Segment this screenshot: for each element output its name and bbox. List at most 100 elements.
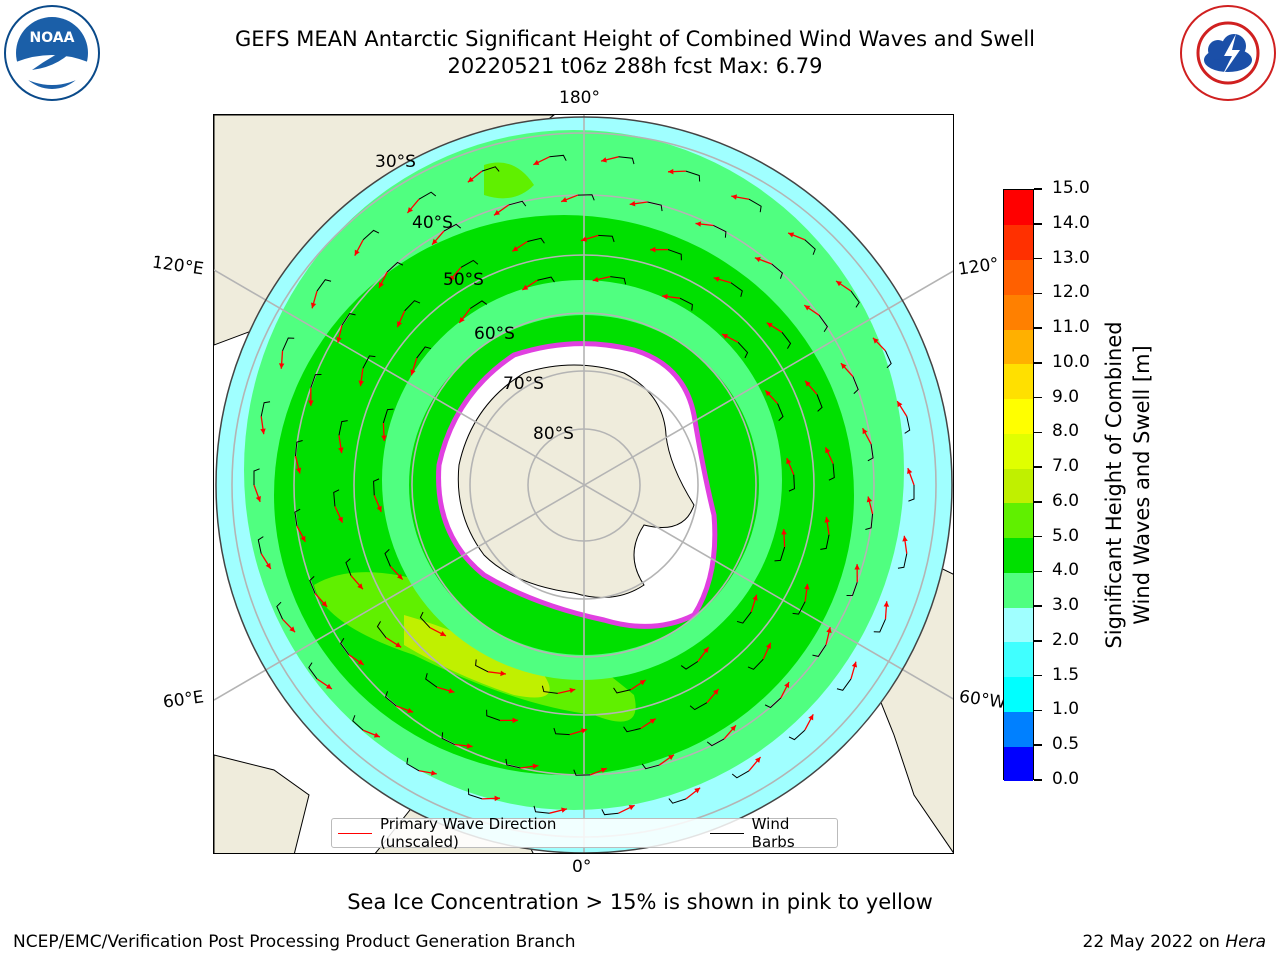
wind-barb — [641, 763, 660, 770]
wind-barb — [282, 337, 295, 351]
wave-arrow-head — [907, 468, 913, 475]
wind-barb — [865, 513, 874, 530]
wind-barb — [425, 673, 438, 688]
wave-arrow-head — [649, 718, 656, 724]
wave-direction-arrows — [253, 154, 915, 816]
wave-arrow-head — [840, 363, 847, 369]
wave-arrow-head — [581, 236, 587, 242]
colorbar-tick-label: 4.0 — [1052, 560, 1080, 581]
colorbar-tick — [1034, 640, 1042, 642]
wind-barb — [404, 300, 421, 312]
wave-arrow-head — [730, 725, 736, 732]
wave-arrow-head — [289, 626, 296, 633]
colorbar-tick — [1034, 779, 1042, 781]
wave-arrow-head — [766, 322, 773, 328]
wave-arrow-head — [397, 573, 403, 580]
colorbar-title-line2: Wind Waves and Swell [m] — [1130, 345, 1154, 625]
colorbar-segment — [1004, 294, 1033, 330]
wave-arrow-head — [358, 380, 364, 387]
wind-barb — [828, 463, 835, 481]
wave-arrow-head — [851, 661, 858, 668]
wave-arrow-head — [336, 336, 342, 343]
wave-arrow-head — [883, 601, 890, 607]
wave-arrow-head — [668, 754, 674, 761]
wave-arrow-head — [378, 281, 384, 288]
wind-barb — [804, 239, 816, 255]
colorbar-tick — [1034, 223, 1042, 225]
colorbar-tick-label: 9.0 — [1052, 386, 1080, 407]
wind-barb — [382, 408, 394, 424]
wave-arrow-head — [765, 390, 771, 397]
colorbar-segment — [1004, 502, 1033, 539]
wave-arrow-head — [459, 316, 465, 323]
wave-arrow-head — [376, 505, 382, 512]
colorbar-tick-label: 0.0 — [1052, 769, 1080, 789]
wave-arrow-head — [804, 305, 811, 311]
wave-arrow-head — [897, 401, 903, 408]
svg-text:NOAA: NOAA — [30, 30, 75, 46]
wind-barb — [467, 788, 483, 800]
wind-barb — [623, 726, 641, 733]
wind-barb — [577, 194, 595, 201]
wave-arrow-head — [522, 284, 529, 290]
wind-barb — [774, 546, 786, 562]
wave-arrow-head — [354, 249, 360, 256]
date-prefix: 22 May 2022 on — [1082, 932, 1226, 952]
wind-barb — [812, 644, 827, 657]
wave-arrow-head — [561, 197, 568, 203]
wave-arrow-head — [357, 659, 364, 665]
colorbar-segment — [1004, 224, 1033, 260]
wave-arrow-head — [703, 647, 709, 654]
colorbar-tick — [1034, 501, 1042, 503]
colorbar-tick — [1034, 674, 1042, 677]
wave-arrow-head — [713, 276, 720, 282]
wind-barb — [443, 223, 462, 232]
wave-arrow-head — [804, 583, 810, 590]
colorbar-segment — [1004, 711, 1033, 747]
wave-arrow-head — [902, 535, 908, 542]
wind-barb — [316, 279, 332, 292]
wave-arrow-head — [532, 763, 539, 770]
wind-barb — [908, 485, 915, 502]
wave-arrow-head — [592, 276, 599, 283]
wind-barb — [836, 678, 852, 691]
wind-barb — [505, 758, 521, 769]
wind-barb — [601, 809, 619, 816]
wave-arrow-head — [826, 627, 832, 634]
polar-map — [214, 115, 953, 853]
colorbar-segment — [1004, 398, 1033, 434]
wave-arrow-head — [788, 232, 795, 238]
colorbar-tick-label: 15.0 — [1052, 178, 1090, 198]
colorbar-tick — [1034, 292, 1042, 295]
wave-arrow-head — [731, 194, 738, 200]
lat-label-50s: 50°S — [443, 270, 484, 290]
wind-barb — [340, 638, 350, 655]
colorbar-segment — [1004, 676, 1033, 712]
colorbar-tick-label: 13.0 — [1052, 247, 1090, 268]
colorbar-segment — [1004, 572, 1033, 608]
date-host: Hera — [1225, 932, 1266, 952]
wind-barbs-legend-label: Wind Barbs — [751, 815, 795, 851]
wave-arrow-head — [410, 369, 416, 376]
lat-label-30s: 30°S — [375, 152, 416, 172]
wave-arrow-head — [512, 246, 519, 252]
wave-arrow-head — [862, 428, 868, 435]
wind-barb — [418, 191, 437, 200]
wind-barb — [333, 489, 340, 507]
colorbar-tick — [1034, 570, 1042, 573]
wave-arrow-head — [667, 168, 674, 175]
wave-arrow-head — [662, 293, 668, 300]
wind-barb — [508, 200, 527, 207]
wind-barb — [527, 237, 545, 244]
colorbar-tick-label: 5.0 — [1052, 525, 1080, 546]
wind-barb — [846, 581, 858, 597]
lon-label-0: 0° — [572, 857, 592, 877]
wave-arrow-head — [752, 594, 758, 601]
wave-arrow-head — [308, 400, 314, 406]
wind-barb — [257, 536, 264, 554]
wave-arrow-head — [512, 717, 518, 724]
wave-arrow-head — [407, 707, 414, 713]
map-legend: Primary Wave Direction (unscaled) Wind B… — [331, 815, 838, 851]
colorbar-segment — [1004, 363, 1033, 400]
map-panel — [213, 114, 954, 854]
